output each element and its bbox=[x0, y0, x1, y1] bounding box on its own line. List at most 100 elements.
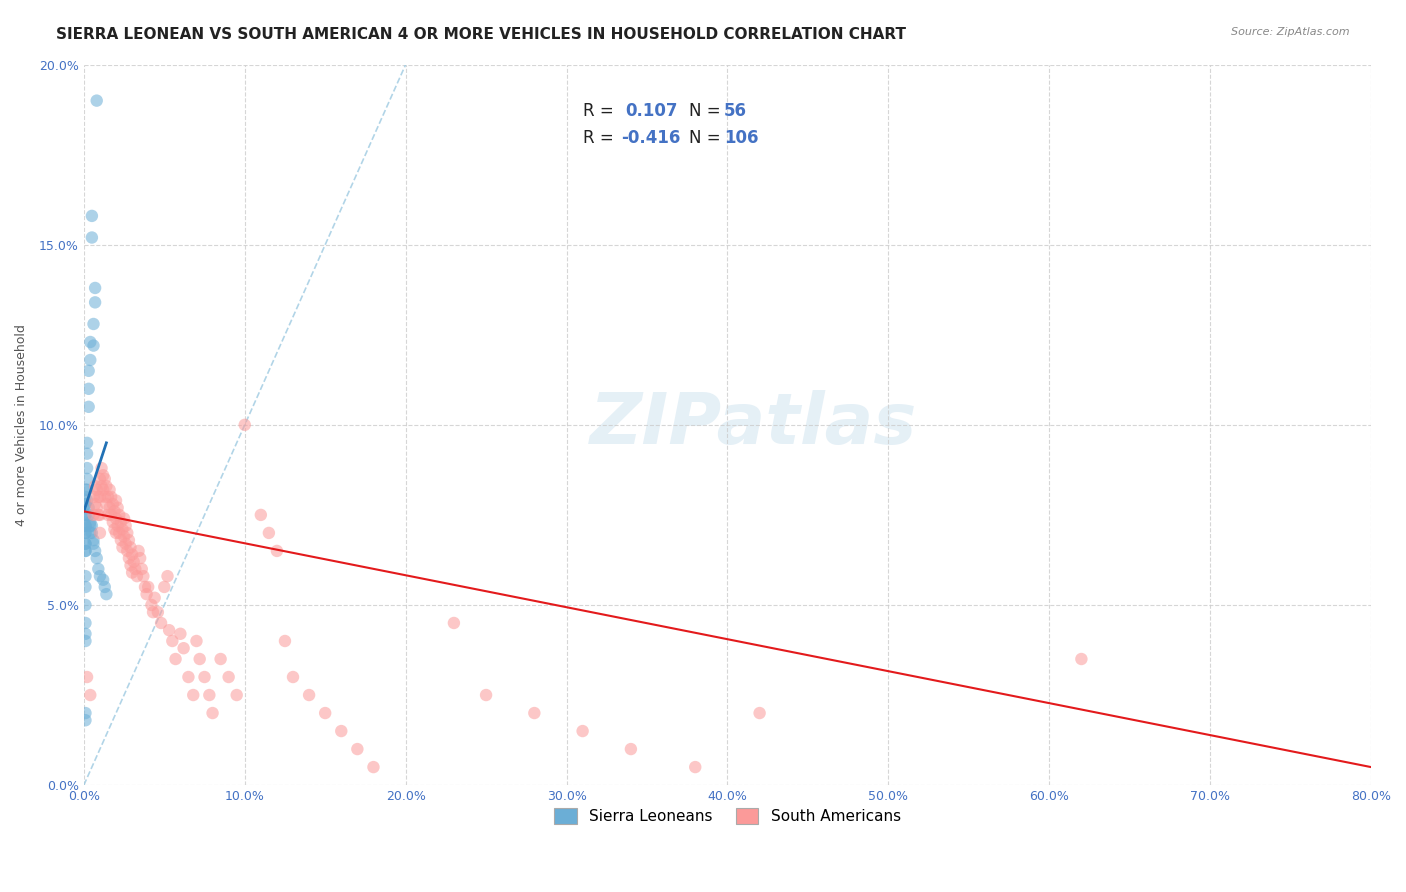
Point bbox=[101, 515, 124, 529]
Point bbox=[96, 497, 118, 511]
Point bbox=[87, 490, 110, 504]
Point bbox=[75, 525, 97, 540]
Point bbox=[80, 525, 103, 540]
Point bbox=[298, 688, 321, 702]
Point bbox=[80, 209, 103, 223]
Point bbox=[79, 353, 101, 368]
Point bbox=[125, 569, 148, 583]
Point bbox=[96, 587, 118, 601]
Text: N =: N = bbox=[689, 103, 720, 120]
Point bbox=[75, 483, 97, 497]
Point bbox=[281, 670, 304, 684]
Point bbox=[165, 652, 187, 666]
Point bbox=[120, 558, 142, 573]
Point bbox=[173, 641, 195, 656]
Point bbox=[188, 652, 211, 666]
Point bbox=[101, 497, 124, 511]
Point bbox=[76, 493, 98, 508]
Point bbox=[134, 580, 156, 594]
Point bbox=[75, 627, 97, 641]
Text: Source: ZipAtlas.com: Source: ZipAtlas.com bbox=[1232, 27, 1350, 37]
Point bbox=[131, 562, 153, 576]
Point bbox=[117, 525, 139, 540]
Point bbox=[94, 490, 117, 504]
Point bbox=[111, 541, 134, 555]
Y-axis label: 4 or more Vehicles in Household: 4 or more Vehicles in Household bbox=[15, 324, 28, 525]
Point bbox=[75, 508, 97, 522]
Point bbox=[90, 461, 112, 475]
Point bbox=[225, 688, 247, 702]
Point bbox=[91, 483, 114, 497]
Text: ZIPatlas: ZIPatlas bbox=[589, 391, 917, 459]
Point bbox=[110, 533, 132, 548]
Point bbox=[218, 670, 240, 684]
Point bbox=[84, 497, 107, 511]
Point bbox=[83, 338, 105, 352]
Point bbox=[84, 544, 107, 558]
Point bbox=[77, 364, 100, 378]
Point bbox=[75, 490, 97, 504]
Point bbox=[75, 569, 97, 583]
Point bbox=[105, 525, 128, 540]
Point bbox=[83, 533, 105, 548]
Point bbox=[75, 544, 97, 558]
Point bbox=[84, 281, 107, 295]
Point bbox=[250, 508, 273, 522]
Point bbox=[77, 400, 100, 414]
Point bbox=[83, 508, 105, 522]
Point bbox=[748, 706, 770, 720]
Text: R =: R = bbox=[583, 129, 614, 147]
Point bbox=[121, 566, 143, 580]
Point bbox=[83, 537, 105, 551]
Point bbox=[162, 634, 184, 648]
Point bbox=[75, 508, 97, 522]
Point bbox=[75, 518, 97, 533]
Point bbox=[89, 508, 111, 522]
Point bbox=[117, 544, 139, 558]
Point bbox=[209, 652, 232, 666]
Point bbox=[110, 515, 132, 529]
Point bbox=[75, 525, 97, 540]
Text: 106: 106 bbox=[724, 129, 759, 147]
Point bbox=[112, 511, 135, 525]
Point bbox=[103, 522, 125, 536]
Point bbox=[105, 511, 128, 525]
Point bbox=[135, 587, 157, 601]
Point bbox=[201, 706, 224, 720]
Point bbox=[89, 490, 111, 504]
Point bbox=[84, 479, 107, 493]
Point bbox=[83, 490, 105, 504]
Point bbox=[75, 634, 97, 648]
Point bbox=[79, 525, 101, 540]
Point bbox=[75, 713, 97, 727]
Point bbox=[523, 706, 546, 720]
Point bbox=[108, 525, 131, 540]
Text: R =: R = bbox=[583, 103, 614, 120]
Text: 0.107: 0.107 bbox=[626, 103, 678, 120]
Point bbox=[475, 688, 498, 702]
Point bbox=[146, 605, 169, 619]
Point bbox=[79, 515, 101, 529]
Point bbox=[91, 573, 114, 587]
Point bbox=[118, 551, 141, 566]
Point bbox=[75, 518, 97, 533]
Point bbox=[80, 230, 103, 244]
Point bbox=[86, 500, 108, 515]
Point bbox=[96, 479, 118, 493]
Point bbox=[89, 525, 111, 540]
Point bbox=[266, 544, 288, 558]
Point bbox=[169, 627, 191, 641]
Point bbox=[274, 634, 297, 648]
Point bbox=[129, 551, 152, 566]
Point bbox=[80, 518, 103, 533]
Point bbox=[97, 490, 120, 504]
Legend: Sierra Leoneans, South Americans: Sierra Leoneans, South Americans bbox=[543, 797, 911, 835]
Point bbox=[89, 569, 111, 583]
Point bbox=[153, 580, 176, 594]
Point bbox=[105, 493, 128, 508]
Point bbox=[121, 548, 143, 562]
Point bbox=[76, 472, 98, 486]
Point bbox=[314, 706, 336, 720]
Point bbox=[193, 670, 215, 684]
Point bbox=[150, 615, 173, 630]
